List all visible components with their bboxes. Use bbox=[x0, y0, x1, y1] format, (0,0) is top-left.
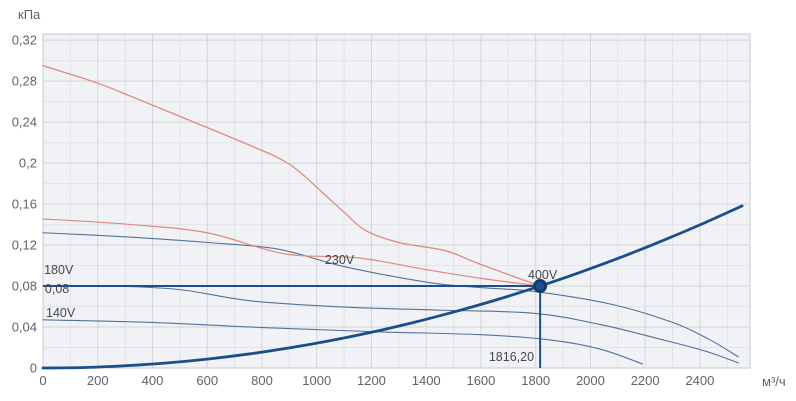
y-tick-label: 0,28 bbox=[12, 74, 37, 89]
plot-border bbox=[42, 33, 751, 369]
x-tick-label: 1200 bbox=[357, 373, 386, 388]
x-axis-unit-label: м³/ч bbox=[762, 374, 786, 389]
y-tick-label: 0,24 bbox=[12, 115, 37, 130]
operating-point-pressure-label: 0,08 bbox=[45, 282, 69, 296]
curve-fan-curve-400v-red bbox=[42, 65, 541, 287]
y-tick-label: 0,32 bbox=[12, 33, 37, 48]
y-tick-label: 0,08 bbox=[12, 279, 37, 294]
x-tick-label: 2400 bbox=[685, 373, 714, 388]
x-tick-label: 600 bbox=[196, 373, 218, 388]
curve-fan-curve-140v bbox=[42, 319, 643, 365]
y-tick-label: 0,16 bbox=[12, 197, 37, 212]
label-140v: 140V bbox=[46, 306, 76, 320]
x-tick-label: 1800 bbox=[521, 373, 550, 388]
x-tick-label: 0 bbox=[39, 373, 46, 388]
x-tick-label: 2200 bbox=[631, 373, 660, 388]
y-axis-unit-label: кПа bbox=[18, 7, 41, 22]
x-tick-label: 400 bbox=[142, 373, 164, 388]
curve-fan-curve-180v bbox=[42, 284, 739, 364]
y-tick-label: 0,12 bbox=[12, 238, 37, 253]
curve-system-resistance-curve bbox=[41, 204, 744, 370]
x-tick-label: 800 bbox=[251, 373, 273, 388]
curve-fan-curve-lower-red bbox=[42, 218, 541, 287]
y-tick-label: 0 bbox=[30, 361, 37, 376]
curve-fan-curve-230v bbox=[42, 232, 739, 358]
y-tick-label: 0,2 bbox=[19, 156, 37, 171]
plot-background bbox=[43, 34, 750, 368]
label-180v: 180V bbox=[44, 263, 74, 277]
operating-point-voltage-label: 400V bbox=[528, 268, 558, 282]
x-tick-label: 200 bbox=[87, 373, 109, 388]
y-tick-label: 0,04 bbox=[12, 320, 37, 335]
operating-point-flow-label: 1816,20 bbox=[489, 350, 534, 364]
x-tick-label: 1000 bbox=[302, 373, 331, 388]
x-tick-label: 1600 bbox=[466, 373, 495, 388]
x-tick-label: 2000 bbox=[576, 373, 605, 388]
label-230v: 230V bbox=[325, 253, 355, 267]
x-tick-label: 1400 bbox=[412, 373, 441, 388]
operating-point-marker[interactable] bbox=[533, 279, 548, 294]
